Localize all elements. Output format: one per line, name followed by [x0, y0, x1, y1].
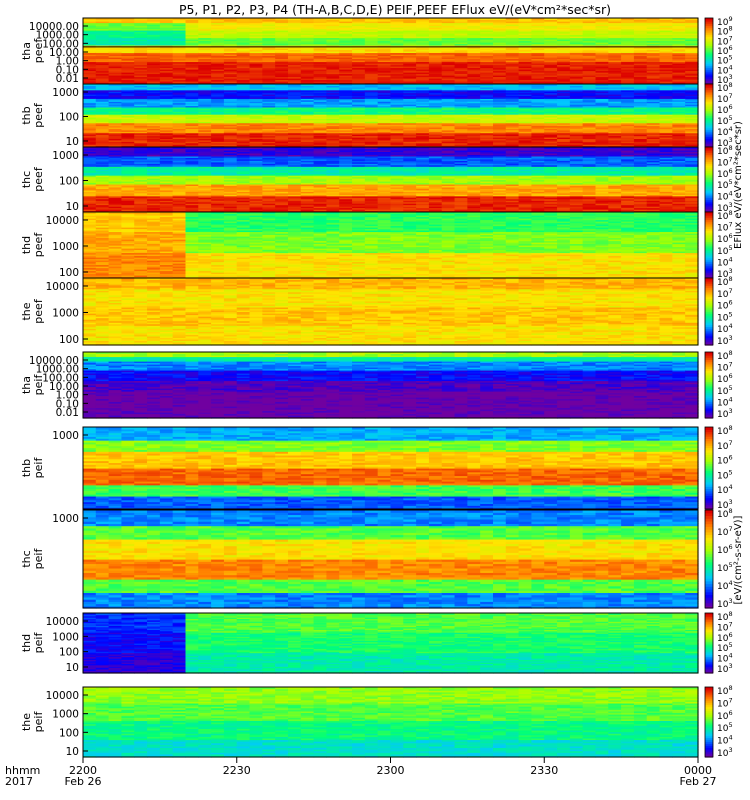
- y-tick-label: 1000: [52, 87, 79, 99]
- panel-thc-peef: 100010010thc peef: [20, 147, 699, 213]
- panel-tha-peef: 10000.001000.00100.0010.001.000.100.01th…: [20, 18, 699, 85]
- y-tick-label: 10: [66, 136, 79, 148]
- panel-stack: 10000.001000.00100.0010.001.000.100.01th…: [20, 18, 699, 758]
- panel-species-label: peef: [32, 102, 45, 128]
- y-tick-label: 0.01: [56, 73, 79, 85]
- panel-species-label: peef: [32, 38, 45, 64]
- figure-title: P5, P1, P2, P3, P4 (TH-A,B,C,D,E) PEIF,P…: [179, 2, 611, 17]
- y-tick-label: 100: [59, 112, 79, 124]
- spectrogram-figure: P5, P1, P2, P3, P4 (TH-A,B,C,D,E) PEIF,P…: [0, 0, 750, 800]
